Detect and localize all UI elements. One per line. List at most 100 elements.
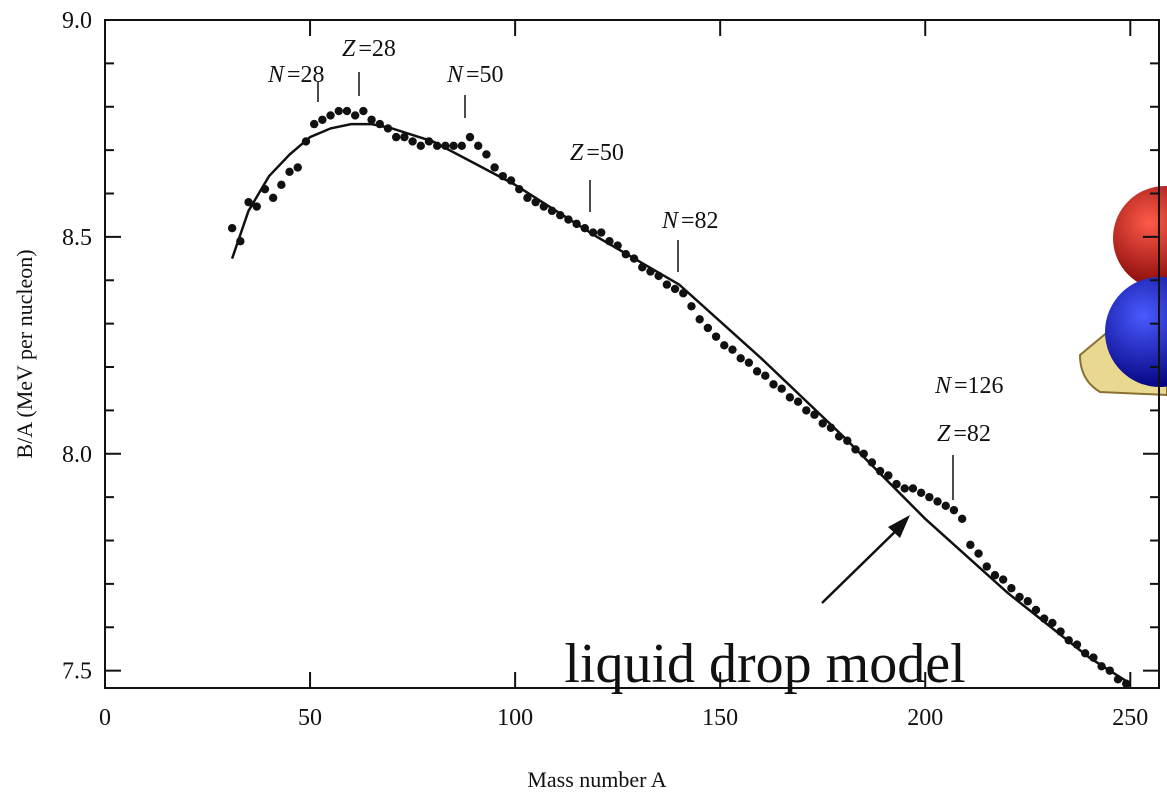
annotation: N =126 xyxy=(934,373,1004,399)
data-point xyxy=(391,132,401,142)
data-point xyxy=(400,132,409,142)
data-point xyxy=(982,562,991,571)
data-point xyxy=(408,137,417,146)
data-point xyxy=(367,115,376,124)
data-point xyxy=(597,228,606,237)
data-point xyxy=(974,549,983,558)
data-point xyxy=(777,384,786,393)
data-point xyxy=(474,141,483,150)
data-point xyxy=(925,492,934,502)
y-tick-label: 8.5 xyxy=(62,225,92,251)
annotation: Z =82 xyxy=(937,421,991,447)
data-point xyxy=(334,106,343,116)
data-point xyxy=(933,497,942,506)
annotation: Z =50 xyxy=(570,140,624,166)
data-point xyxy=(309,119,319,129)
x-tick-label: 100 xyxy=(497,705,533,731)
data-point xyxy=(793,397,803,406)
data-point xyxy=(662,280,672,289)
annotation-text: =50 xyxy=(466,62,504,88)
y-tick-label: 7.5 xyxy=(62,659,92,685)
data-point xyxy=(523,193,532,203)
data-point xyxy=(769,380,778,389)
annotation-text: =126 xyxy=(954,373,1004,399)
data-point xyxy=(227,224,237,233)
annotation: N =82 xyxy=(661,208,719,234)
data-point xyxy=(802,406,811,415)
data-point xyxy=(908,484,918,493)
data-point xyxy=(998,575,1008,584)
data-point xyxy=(1015,592,1024,602)
data-point xyxy=(342,106,352,116)
data-point xyxy=(318,115,327,124)
x-tick-label: 150 xyxy=(702,705,738,731)
annotation-text: =28 xyxy=(287,62,325,88)
annotation-symbol: N xyxy=(446,62,465,88)
data-point xyxy=(244,197,253,207)
data-point xyxy=(990,571,1000,580)
data-point xyxy=(482,150,491,159)
data-point xyxy=(875,466,885,476)
data-point xyxy=(728,345,737,354)
annotation: N =50 xyxy=(446,62,504,88)
y-tick-label: 8.0 xyxy=(62,442,92,468)
data-point xyxy=(900,484,909,493)
data-point xyxy=(916,488,926,498)
annotation-symbol: Z xyxy=(570,140,584,166)
x-tick-label: 50 xyxy=(298,705,322,731)
annotation-symbol: N xyxy=(267,62,286,88)
data-point xyxy=(449,141,458,150)
data-point xyxy=(416,141,425,150)
data-point xyxy=(285,167,294,177)
arrow-shaft xyxy=(821,521,906,604)
data-point xyxy=(457,141,467,150)
data-point xyxy=(1023,597,1032,606)
x-tick-label: 250 xyxy=(1112,705,1148,731)
data-point xyxy=(252,202,261,211)
data-point xyxy=(268,193,278,203)
data-point xyxy=(818,419,827,428)
data-point xyxy=(744,358,754,367)
data-point xyxy=(326,111,335,120)
annotation-symbol: Z xyxy=(342,36,356,62)
annotation: Z =28 xyxy=(342,36,396,62)
y-axis-label: B/A (MeV per nucleon) xyxy=(12,249,37,458)
data-point xyxy=(957,514,967,524)
annotation-symbol: N xyxy=(934,373,953,399)
data-point xyxy=(465,132,475,142)
data-point xyxy=(1031,605,1041,615)
decoration xyxy=(1078,186,1167,397)
data-point xyxy=(711,332,721,341)
data-point xyxy=(695,315,704,324)
data-point xyxy=(785,393,795,402)
annotation-symbol: Z xyxy=(937,421,951,447)
x-axis-label: Mass number A xyxy=(527,767,666,792)
data-point xyxy=(761,371,770,380)
annotation: N =28 xyxy=(267,62,325,88)
data-point xyxy=(966,540,975,550)
data-point xyxy=(752,367,762,376)
data-point xyxy=(687,302,696,311)
annotation-text: =82 xyxy=(953,421,991,447)
annotation-text: =50 xyxy=(586,140,624,166)
data-point xyxy=(490,163,499,172)
y-tick-label: 9.0 xyxy=(62,8,92,34)
arrow-head xyxy=(888,515,910,538)
data-point xyxy=(884,471,893,480)
annotation-symbol: N xyxy=(661,208,680,234)
data-point xyxy=(1048,618,1057,628)
x-tick-label: 0 xyxy=(99,705,111,731)
data-point xyxy=(941,501,950,511)
data-point xyxy=(1007,584,1016,593)
data-point xyxy=(703,323,713,333)
annotation-text: =82 xyxy=(681,208,719,234)
data-point xyxy=(359,106,368,116)
data-point xyxy=(277,180,286,190)
x-tick-label: 200 xyxy=(907,705,943,731)
data-point xyxy=(736,354,745,363)
data-point xyxy=(293,163,302,172)
data-point xyxy=(949,505,959,515)
annotation-text: =28 xyxy=(358,36,396,62)
series-label: liquid drop model xyxy=(564,633,965,695)
